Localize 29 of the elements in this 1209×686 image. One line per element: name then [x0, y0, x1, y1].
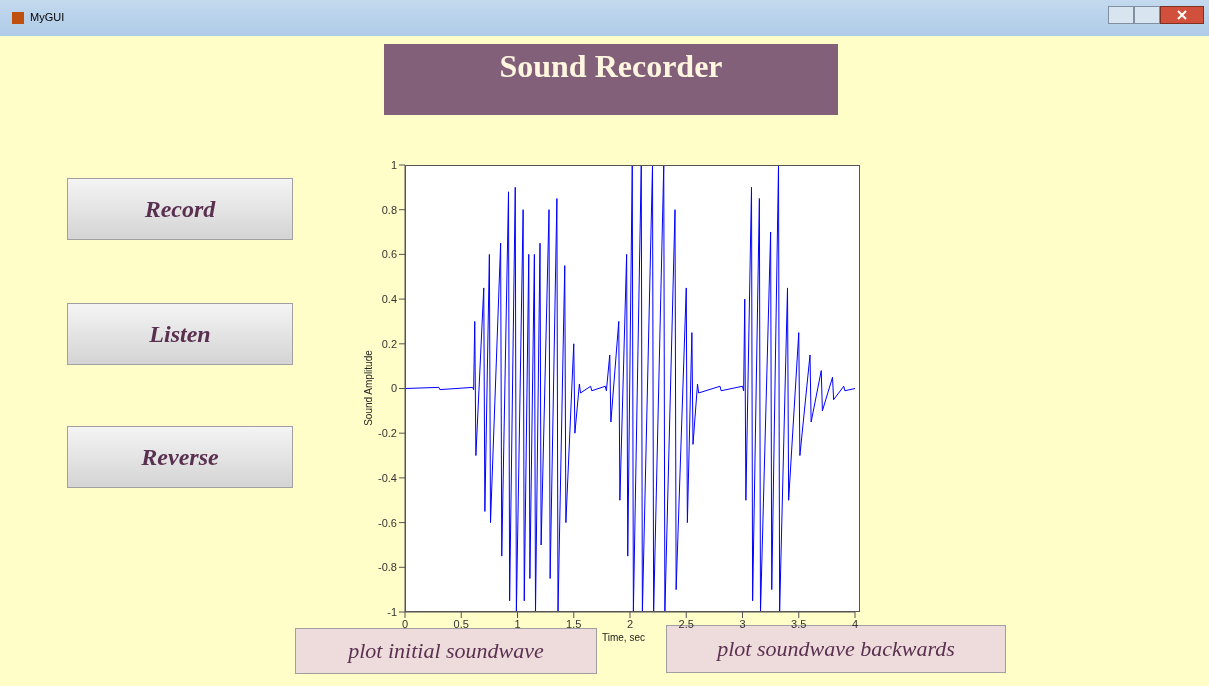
x-tick-label: 1	[514, 617, 521, 630]
chart-title: Sound Recorder	[384, 44, 838, 115]
x-tick-label: 3.5	[791, 617, 807, 630]
y-tick-label: 0.8	[381, 203, 397, 216]
y-tick-label: -0.6	[378, 516, 397, 529]
x-axis-title: Time, sec	[602, 632, 645, 643]
y-axis-title: Sound Amplitude	[362, 350, 374, 426]
y-tick-label: -0.4	[378, 471, 397, 484]
x-tick-label: 1.5	[566, 617, 582, 630]
text: MyGUI	[30, 11, 65, 23]
text: plot initial soundwave	[295, 628, 597, 674]
text: Listen	[67, 303, 293, 365]
x-tick-label: 0	[401, 617, 409, 630]
y-tick-label: 0	[390, 382, 397, 395]
y-tick-label: 0.2	[381, 337, 397, 350]
x-tick-label: 3	[739, 617, 746, 630]
y-tick-label: 0.6	[381, 248, 397, 261]
x-tick-label: 2.5	[678, 617, 694, 630]
text: plot soundwave backwards	[717, 636, 955, 661]
x-tick-label: 2	[626, 617, 634, 630]
y-tick-label: 0.4	[381, 293, 397, 306]
x-tick-label: 0.5	[453, 617, 469, 630]
text: Record	[67, 178, 293, 240]
y-tick-label: 1	[390, 158, 397, 171]
y-tick-label: -0.2	[378, 427, 397, 440]
text: Reverse	[67, 426, 293, 488]
x-tick-label: 4	[851, 617, 859, 630]
y-tick-label: -1	[387, 605, 397, 618]
y-tick-label: -0.8	[378, 561, 397, 574]
